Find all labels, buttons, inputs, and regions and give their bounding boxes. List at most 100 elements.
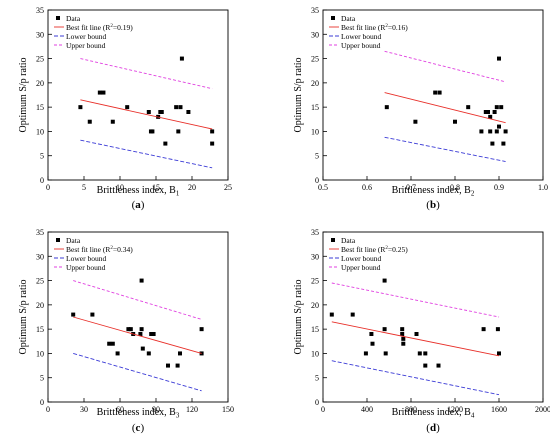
upper-bound-line	[80, 58, 213, 90]
data-point	[87, 119, 92, 124]
legend-fit-prefix: Best fit line (R	[341, 23, 385, 32]
y-tick-label: 20	[311, 301, 319, 310]
best-fit-line	[73, 316, 202, 354]
data-point	[174, 105, 179, 110]
data-point	[151, 332, 156, 336]
data-point	[363, 351, 368, 356]
data-point	[78, 105, 83, 110]
y-tick-label: 35	[311, 228, 319, 237]
x-tick-label: 0	[46, 405, 50, 414]
data-point	[497, 124, 501, 129]
y-tick-label: 15	[36, 325, 44, 334]
x-tick-label: 400	[361, 405, 373, 414]
data-point	[146, 110, 151, 114]
data-point	[497, 56, 501, 61]
x-tick-label: 0	[46, 183, 50, 192]
x-tick-label: 30	[80, 405, 88, 414]
panel-label-open-paren: (	[426, 422, 430, 434]
panel-label-letter: a	[135, 199, 141, 211]
data-point	[490, 141, 495, 146]
legend-superscript: 2	[385, 24, 388, 29]
legend-fit-prefix: Best fit line (R	[66, 245, 110, 254]
x-axis-title: Brittleness index, B4	[392, 407, 475, 420]
legend-fit-suffix: )	[405, 23, 408, 32]
data-point	[126, 327, 131, 332]
legend-data-marker	[331, 238, 335, 242]
panel-label: (d)	[426, 422, 440, 434]
y-tick-label: 35	[36, 228, 44, 237]
x-axis-title-main: Brittleness index, B	[392, 185, 471, 196]
panel-c: 0 30 60 90 120 150 0 5 10 15 20 25 30 35 Optimum S/p r…	[18, 228, 234, 434]
panel-label-open-paren: (	[132, 422, 136, 434]
legend-data-label: Data	[341, 236, 356, 245]
y-tick-label: 15	[311, 325, 319, 334]
legend-data-marker	[331, 16, 335, 20]
legend-upper-label: Upper bound	[341, 41, 381, 50]
plot-frame	[47, 9, 229, 181]
data-point	[486, 110, 490, 114]
best-fit-line	[331, 321, 500, 357]
data-point	[210, 129, 215, 134]
panel-label-letter: d	[430, 422, 436, 434]
legend-superscript: 2	[110, 246, 113, 251]
y-tick-label: 15	[311, 103, 319, 112]
x-tick-label: 1200	[447, 405, 463, 414]
lower-bound-line	[331, 360, 500, 396]
data-point	[400, 327, 405, 332]
data-point	[466, 105, 471, 110]
y-tick-label: 25	[311, 55, 319, 64]
upper-bound-line	[384, 50, 506, 83]
data-point	[414, 332, 419, 336]
x-tick-label: 1.0	[538, 183, 548, 192]
panel-label-open-paren: (	[426, 199, 430, 211]
legend-superscript: 2	[385, 246, 388, 251]
data-point	[401, 341, 406, 346]
legend-fit-label: Best fit line (R2=0.34)	[66, 245, 133, 254]
data-point	[492, 110, 497, 114]
legend-r2-value: =0.19	[113, 23, 131, 32]
legend-upper-label: Upper bound	[341, 263, 381, 272]
y-tick-label: 30	[311, 30, 319, 39]
data-point	[369, 332, 374, 336]
data-point	[483, 110, 488, 114]
x-axis-title-main: Brittleness index, B	[392, 407, 471, 418]
legend-data-marker	[56, 238, 60, 242]
x-tick-label: 1600	[491, 405, 507, 414]
x-tick-label: 800	[405, 405, 417, 414]
x-axis-title-subscript: 3	[176, 412, 180, 420]
y-tick-label: 10	[36, 127, 44, 136]
data-point	[453, 119, 457, 124]
x-tick-label: 15	[152, 183, 160, 192]
data-point	[90, 312, 95, 317]
legend-fit-label: Best fit line (R2=0.16)	[341, 23, 408, 32]
y-tick-label: 35	[36, 6, 44, 15]
legend-data-label: Data	[341, 14, 356, 23]
y-tick-label: 10	[311, 127, 319, 136]
panel-b: 0.5 0.6 0.7 0.8 0.9 1.0 0 5 10 15 20 25 30 35 Optimum …	[293, 6, 548, 211]
panel-label: (b)	[426, 199, 440, 211]
legend-upper-label: Upper bound	[66, 263, 106, 272]
data-point	[495, 327, 500, 332]
y-tick-label: 10	[36, 349, 44, 358]
x-tick-label: 0.7	[406, 183, 416, 192]
y-tick-label: 25	[36, 55, 44, 64]
y-tick-label: 0	[40, 176, 44, 185]
data-point	[382, 278, 387, 283]
data-point	[149, 332, 154, 336]
lower-bound-line	[80, 139, 213, 169]
y-axis-title: Optimum S/p ratio	[293, 58, 304, 133]
data-point	[400, 332, 405, 336]
upper-bound-line	[331, 282, 500, 318]
x-axis-title: Brittleness index, B1	[97, 185, 180, 198]
legend-fit-suffix: )	[405, 245, 408, 254]
panel-label-letter: b	[430, 199, 436, 211]
data-point	[125, 105, 130, 110]
data-point	[436, 363, 441, 368]
legend-upper-label: Upper bound	[66, 41, 106, 50]
x-tick-label: 0.8	[450, 183, 460, 192]
data-point	[382, 327, 387, 332]
y-tick-label: 30	[36, 30, 44, 39]
x-axis-title: Brittleness index, B2	[392, 185, 475, 198]
data-point	[494, 129, 499, 134]
x-tick-label: 20	[188, 183, 196, 192]
